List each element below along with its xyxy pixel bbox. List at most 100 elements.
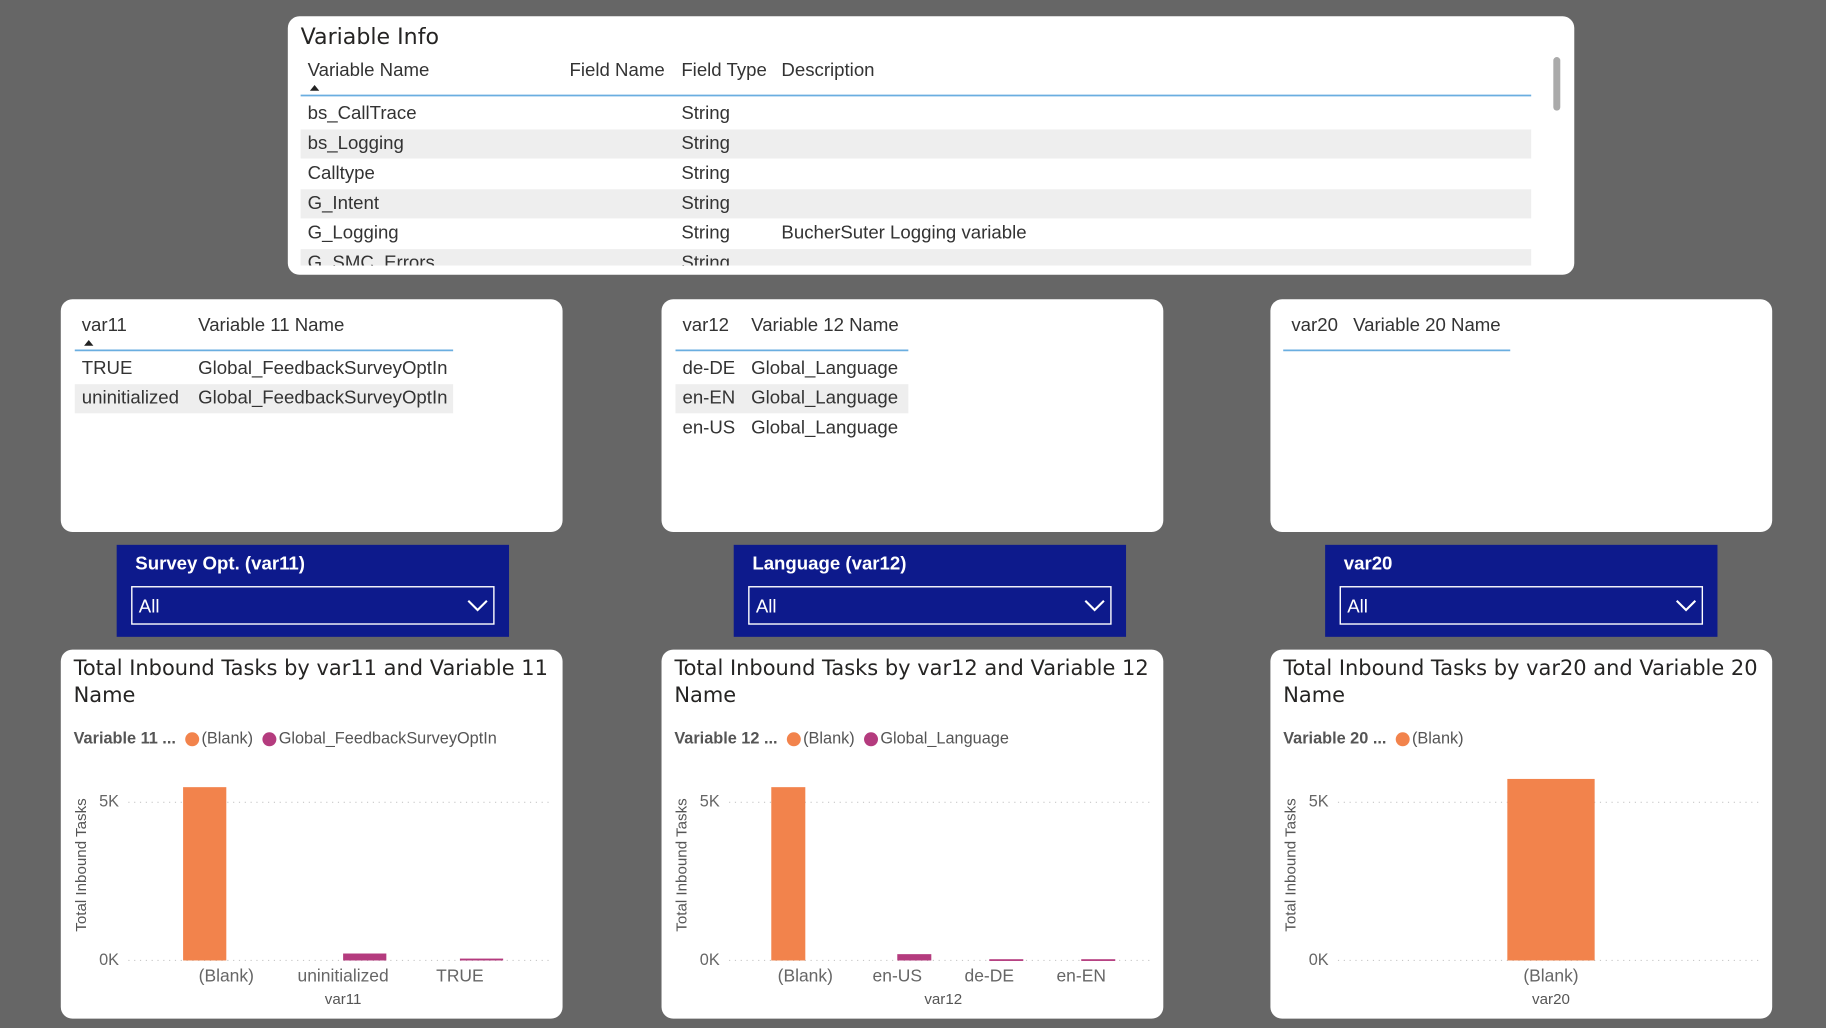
slicer-value: All <box>756 596 777 617</box>
slicer <box>1325 544 1718 637</box>
table-cell: en-US <box>682 416 735 437</box>
panel-title: Variable Info <box>301 24 439 50</box>
table-panel <box>661 299 1164 533</box>
slicer-dropdown[interactable] <box>131 586 495 625</box>
chart-title-box: Total Inbound Tasks by var20 and Variabl… <box>1283 656 1758 708</box>
chart-title: Total Inbound Tasks by var12 and Variabl… <box>674 656 1149 708</box>
y-axis-title: Total Inbound Tasks <box>73 798 90 932</box>
bar <box>771 787 806 961</box>
table-cell: bs_CallTrace <box>308 102 417 124</box>
column-header: Field Name <box>570 59 665 80</box>
table-cell: Global_FeedbackSurveyOptIn <box>198 387 447 409</box>
legend-title: Variable 20 ... <box>1283 730 1386 748</box>
table-cell: en-EN <box>682 387 735 408</box>
slicer-dropdown[interactable] <box>1339 586 1704 625</box>
column-header: Variable 11 Name <box>198 314 344 335</box>
column-header: var20 <box>1291 314 1338 335</box>
y-tick-label: 5K <box>1309 793 1329 811</box>
table-cell: Global_Language <box>751 387 898 409</box>
bar <box>897 954 932 961</box>
legend-marker <box>1395 732 1410 747</box>
x-tick-label: (Blank) <box>778 965 833 985</box>
table-cell: String <box>681 222 730 243</box>
column-header: Variable 12 Name <box>751 314 899 335</box>
chart-title: Total Inbound Tasks by var11 and Variabl… <box>73 656 548 708</box>
row-shade <box>300 249 1532 266</box>
table-cell: Calltype <box>308 162 375 183</box>
chevron <box>467 599 488 612</box>
row-shade <box>74 384 454 414</box>
table-cell: BucherSuter Logging variable <box>781 222 1026 243</box>
slicer <box>116 544 510 637</box>
x-axis-title: var11 <box>325 991 362 1008</box>
y-tick-label: 0K <box>1309 951 1329 969</box>
x-tick-label: uninitialized <box>298 965 389 985</box>
table-cell: String <box>681 252 730 273</box>
x-axis-title: var12 <box>924 991 962 1008</box>
table-panel <box>60 299 563 533</box>
table-cell: Global_Language <box>751 357 898 379</box>
y-axis-title: Total Inbound Tasks <box>673 798 690 932</box>
slicer-dropdown[interactable] <box>748 586 1112 625</box>
slicer-value: All <box>1347 596 1368 617</box>
y-tick-label: 0K <box>99 951 119 969</box>
legend-label: Global_Language <box>880 730 1009 748</box>
legend-marker <box>262 732 277 747</box>
y-tick-label: 5K <box>99 793 119 811</box>
y-tick-label: 0K <box>700 951 720 969</box>
bar <box>1081 959 1116 961</box>
x-tick-label: en-EN <box>1056 965 1105 985</box>
x-tick-label: (Blank) <box>1523 965 1578 985</box>
slicer-title: var20 <box>1344 553 1393 574</box>
table-cell: Global_FeedbackSurveyOptIn <box>198 357 447 379</box>
table-cell: String <box>681 192 730 213</box>
scrollbar[interactable] <box>1553 57 1561 111</box>
legend-title: Variable 11 ... <box>74 730 176 748</box>
y-tick-label: 5K <box>700 793 720 811</box>
column-header: var12 <box>682 314 729 335</box>
chart-title: Total Inbound Tasks by var20 and Variabl… <box>1283 656 1758 708</box>
x-tick-label: (Blank) <box>199 965 254 985</box>
table-cell: bs_Logging <box>308 132 404 154</box>
x-axis-title: var20 <box>1532 991 1570 1008</box>
table-cell: de-DE <box>682 357 735 378</box>
table-cell: TRUE <box>82 357 133 378</box>
slicer-title: Language (var12) <box>752 553 906 574</box>
bar <box>989 959 1024 961</box>
table-cell: String <box>681 132 730 153</box>
chevron <box>1084 599 1105 612</box>
chevron <box>1675 599 1697 612</box>
sort-arrow <box>309 84 320 91</box>
legend-title: Variable 12 ... <box>674 730 777 748</box>
slicer <box>733 544 1127 637</box>
legend-label: (Blank) <box>1412 730 1464 748</box>
legend-marker <box>185 732 200 747</box>
column-header: Field Type <box>681 59 767 80</box>
column-header: var11 <box>82 314 127 335</box>
slicer-title: Survey Opt. (var11) <box>135 553 305 574</box>
sort-arrow <box>84 339 94 346</box>
legend-marker <box>864 732 878 747</box>
bar <box>459 958 504 961</box>
table-panel <box>1270 299 1773 533</box>
table-cell: G_SMC_Errors <box>308 252 435 274</box>
legend-label: (Blank) <box>202 730 254 748</box>
table-cell: G_Logging <box>308 222 399 244</box>
bar <box>1507 778 1595 961</box>
table-cell: String <box>681 102 730 123</box>
table-cell: Global_Language <box>751 416 898 438</box>
column-header: Variable 20 Name <box>1353 314 1501 335</box>
slicer-value: All <box>139 596 160 617</box>
x-tick-label: de-DE <box>965 965 1014 985</box>
legend-label: Global_FeedbackSurveyOptIn <box>279 730 497 748</box>
table-cell: uninitialized <box>82 387 179 408</box>
column-header: Description <box>781 59 874 80</box>
table-cell: String <box>681 162 730 183</box>
column-header: Variable Name <box>308 59 430 80</box>
chart-title-box: Total Inbound Tasks by var11 and Variabl… <box>73 656 548 708</box>
row-shade <box>675 384 909 414</box>
bar <box>183 787 227 961</box>
chart-title-box: Total Inbound Tasks by var12 and Variabl… <box>674 656 1149 708</box>
